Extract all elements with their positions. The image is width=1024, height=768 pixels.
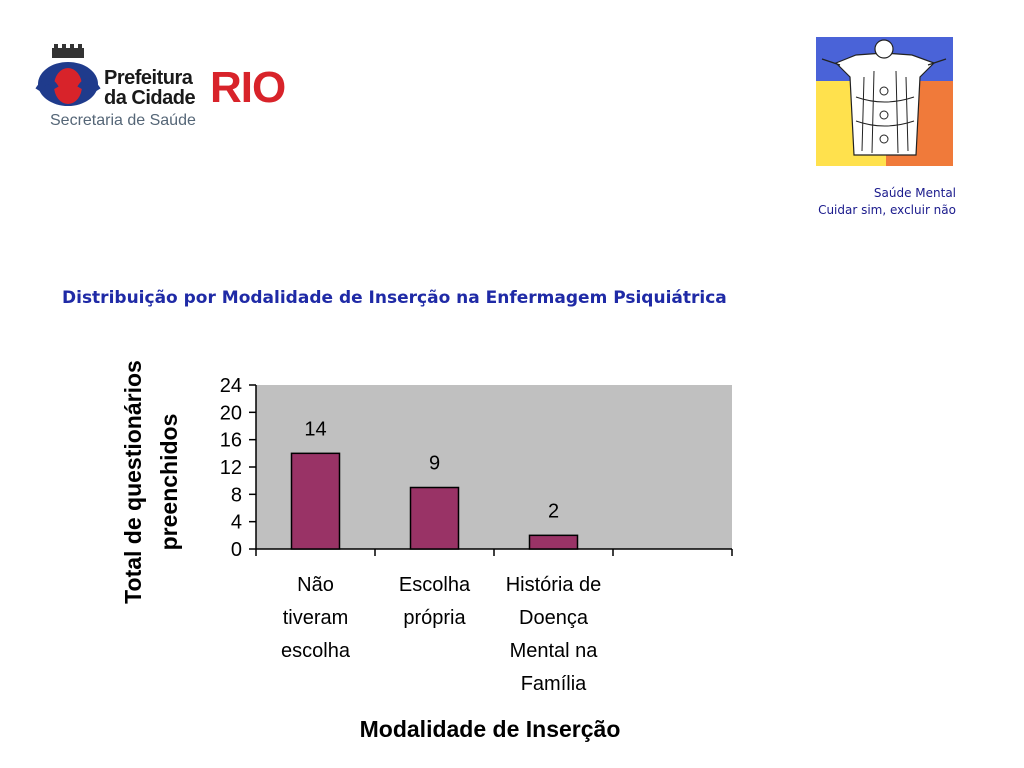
bar: [290, 452, 341, 550]
category-label: História de Doença Mental na Família: [506, 574, 602, 695]
bar: [528, 534, 579, 550]
logo-subtitle: Secretaria de Saúde: [50, 112, 196, 129]
y-tick-label: 16: [220, 430, 242, 452]
logo-rio: RIO: [210, 63, 286, 112]
saude-mental-illustration: [816, 37, 953, 166]
y-tick-label: 24: [220, 375, 242, 397]
brand-slogan: Saúde Mental Cuidar sim, excluir não: [818, 185, 956, 219]
logo-line2: da Cidade: [104, 87, 196, 109]
y-tick-label: 8: [231, 484, 242, 506]
data-label: 14: [304, 418, 326, 440]
bars: [290, 452, 579, 550]
bar: [409, 486, 460, 550]
chart-title: Distribuição por Modalidade de Inserção …: [62, 288, 727, 308]
y-tick-label: 12: [220, 457, 242, 479]
y-tick-label: 4: [231, 512, 242, 534]
y-tick-label: 0: [231, 539, 242, 561]
y-axis-title: Total de questionários preenchidos: [120, 360, 182, 604]
category-label: Não tiveram escolha: [281, 574, 351, 662]
y-axis: 0 4 8 12 16 20 24: [220, 375, 257, 561]
x-axis-title: Modalidade de Inserção: [360, 716, 621, 742]
brand-line2: Cuidar sim, excluir não: [818, 203, 956, 217]
x-axis: [255, 548, 733, 556]
prefeitura-logo: Prefeitura da Cidade RIO Secretaria de S…: [34, 44, 314, 134]
data-label: 2: [548, 500, 559, 522]
data-labels: 14 9 2: [304, 418, 559, 522]
data-label: 9: [429, 453, 440, 475]
city-crest-icon: [35, 44, 101, 106]
brand-line1: Saúde Mental: [873, 186, 956, 200]
logo-line1: Prefeitura: [104, 67, 193, 89]
y-tick-label: 20: [220, 402, 242, 424]
category-label: Escolha própria: [399, 574, 471, 629]
category-labels: Não tiveram escolha Escolha própria História …: [281, 574, 601, 695]
